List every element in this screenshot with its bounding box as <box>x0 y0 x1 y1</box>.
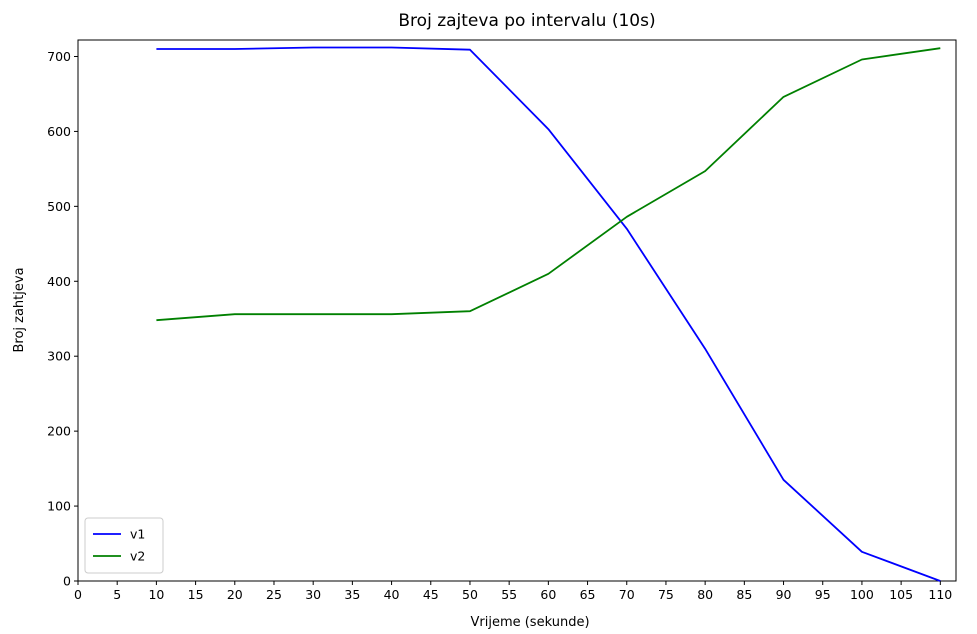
x-tick-label: 65 <box>580 587 596 602</box>
series-line-v2 <box>156 47 941 322</box>
y-tick-label: 100 <box>47 499 71 514</box>
x-tick-label: 55 <box>501 587 517 602</box>
series-line-v1 <box>156 46 941 582</box>
y-axis-label: Broj zahtjeva <box>12 267 27 352</box>
x-tick-label: 5 <box>113 587 121 602</box>
y-tick-label: 0 <box>63 574 71 589</box>
x-tick-label: 80 <box>697 587 713 602</box>
series-lines <box>156 46 941 582</box>
x-tick-label: 15 <box>188 587 204 602</box>
x-tick-label: 105 <box>889 587 913 602</box>
y-tick-label: 300 <box>47 349 71 364</box>
x-tick-label: 90 <box>776 587 792 602</box>
x-tick-label: 30 <box>305 587 321 602</box>
plot-border <box>77 39 957 582</box>
x-tick-label: 40 <box>384 587 400 602</box>
x-tick-label: 110 <box>928 587 952 602</box>
y-tick-label: 500 <box>47 199 71 214</box>
y-axis: 0 100 200 300 400 500 600 700 <box>47 49 78 589</box>
x-tick-label: 10 <box>148 587 164 602</box>
y-tick-label: 600 <box>47 124 71 139</box>
legend-label-v2: v2 <box>130 549 145 564</box>
x-axis-label: Vrijeme (sekunde) <box>470 615 589 630</box>
x-tick-label: 35 <box>344 587 360 602</box>
x-tick-label: 95 <box>815 587 831 602</box>
legend-label-v1: v1 <box>130 527 145 542</box>
x-tick-label: 20 <box>227 587 243 602</box>
x-tick-label: 75 <box>658 587 674 602</box>
x-tick-label: 70 <box>619 587 635 602</box>
x-axis: 0 5 10 15 20 25 30 35 40 45 50 55 60 65 70 75 80 85 90 95 10… <box>74 581 952 602</box>
y-tick-label: 200 <box>47 424 71 439</box>
x-tick-label: 45 <box>423 587 439 602</box>
x-tick-label: 25 <box>266 587 282 602</box>
legend-box <box>84 517 164 574</box>
plot-area <box>77 39 957 582</box>
x-tick-label: 85 <box>736 587 752 602</box>
x-tick-label: 50 <box>462 587 478 602</box>
x-tick-label: 0 <box>74 587 82 602</box>
chart-title: Broj zajteva po intervalu (10s) <box>398 11 655 31</box>
y-tick-label: 400 <box>47 274 71 289</box>
x-tick-label: 100 <box>850 587 874 602</box>
x-tick-label: 60 <box>540 587 556 602</box>
y-tick-label: 700 <box>47 49 71 64</box>
